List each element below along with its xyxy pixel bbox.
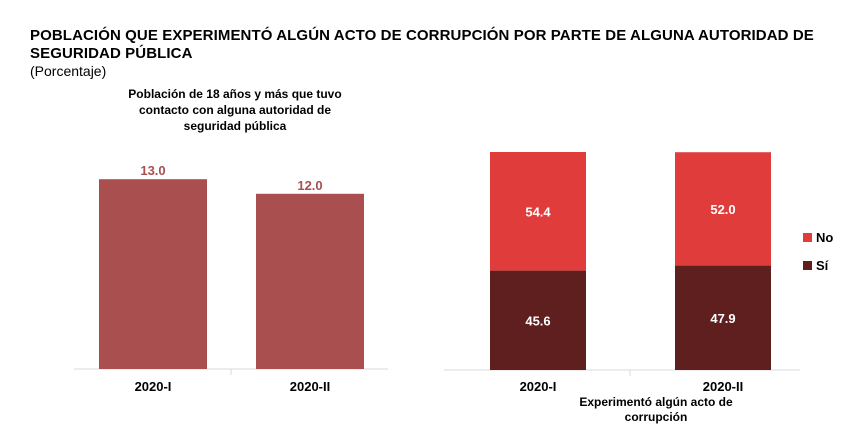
left-x-tick-label: 2020-I xyxy=(135,379,172,394)
legend-label-No: No xyxy=(816,230,833,245)
left-bar-value-label: 13.0 xyxy=(140,163,165,178)
left-bar-2020-II xyxy=(256,193,364,369)
right-x-tick-label: 2020-II xyxy=(703,379,743,394)
right-chart-xlabel: Experimentó algún acto de corrupción xyxy=(579,395,733,424)
right-bar-2020-II-Sí xyxy=(675,265,771,370)
legend-swatch-Sí xyxy=(803,261,812,270)
right-bar-2020-I-Sí xyxy=(490,270,586,370)
right-bar-value-label: 45.6 xyxy=(525,313,550,328)
legend-label-Sí: Sí xyxy=(816,258,829,273)
chart-subtitle: (Porcentaje) xyxy=(30,63,107,79)
right-x-tick-label: 2020-I xyxy=(520,379,557,394)
right-bar-2020-I-No xyxy=(490,152,586,271)
left-chart-title: Población de 18 años y más que tuvo cont… xyxy=(128,87,342,133)
chart-title: POBLACIÓN QUE EXPERIMENTÓ ALGÚN ACTO DE … xyxy=(30,27,814,62)
legend-swatch-No xyxy=(803,233,812,242)
left-bar-value-label: 12.0 xyxy=(297,178,322,193)
right-bar-value-label: 52.0 xyxy=(710,202,735,217)
left-bar-2020-I xyxy=(99,179,207,369)
right-bar-value-label: 54.4 xyxy=(525,204,551,219)
right-bar-2020-II-No xyxy=(675,152,771,266)
right-bar-value-label: 47.9 xyxy=(710,311,735,326)
left-x-tick-label: 2020-II xyxy=(290,379,330,394)
